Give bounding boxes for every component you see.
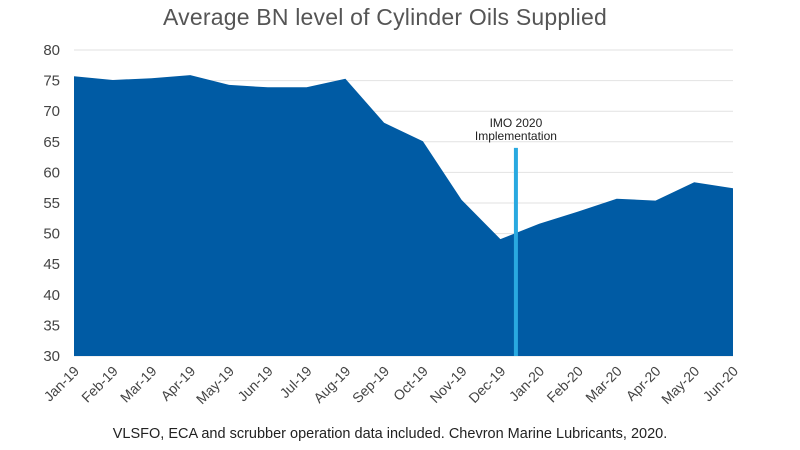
x-tick-label: Oct-19 [390, 363, 431, 404]
x-tick-label: Jul-19 [276, 363, 314, 401]
x-tick-label: Dec-19 [465, 363, 508, 406]
x-tick-label: Jun-20 [700, 363, 742, 405]
x-tick-label: Aug-19 [310, 363, 353, 406]
x-tick-label: Mar-19 [117, 363, 160, 406]
y-tick-label: 30 [43, 348, 60, 365]
y-tick-label: 65 [43, 134, 60, 151]
x-tick-label: Apr-20 [623, 363, 664, 404]
x-tick-label: Jan-20 [506, 363, 548, 405]
x-tick-label: Jan-19 [41, 363, 83, 405]
y-tick-label: 45 [43, 256, 60, 273]
x-tick-label: Apr-19 [157, 363, 198, 404]
bn-area-series [74, 75, 733, 356]
y-tick-label: 80 [43, 42, 60, 59]
y-axis-ticks: 30 35 40 45 50 55 60 65 70 75 80 [43, 42, 60, 365]
x-tick-label: Sep-19 [349, 363, 392, 406]
y-tick-label: 55 [43, 195, 60, 212]
y-tick-label: 40 [43, 287, 60, 304]
x-tick-label: May-20 [658, 363, 702, 407]
x-tick-label: Feb-19 [78, 363, 121, 406]
y-tick-label: 35 [43, 317, 60, 334]
y-tick-label: 60 [43, 164, 60, 181]
y-tick-label: 70 [43, 103, 60, 120]
imo-2020-label: IMO 2020 [490, 116, 543, 130]
imo-2020-label: Implementation [475, 129, 557, 143]
y-tick-label: 75 [43, 73, 60, 90]
chart-title: Average BN level of Cylinder Oils Suppli… [163, 4, 607, 30]
x-tick-label: May-19 [193, 363, 237, 407]
y-tick-label: 50 [43, 226, 60, 243]
x-tick-label: Nov-19 [427, 363, 470, 406]
chart-caption: VLSFO, ECA and scrubber operation data i… [112, 426, 668, 442]
x-tick-label: Jun-19 [234, 363, 276, 405]
x-tick-label: Mar-20 [582, 363, 625, 406]
x-tick-label: Feb-20 [543, 363, 586, 406]
